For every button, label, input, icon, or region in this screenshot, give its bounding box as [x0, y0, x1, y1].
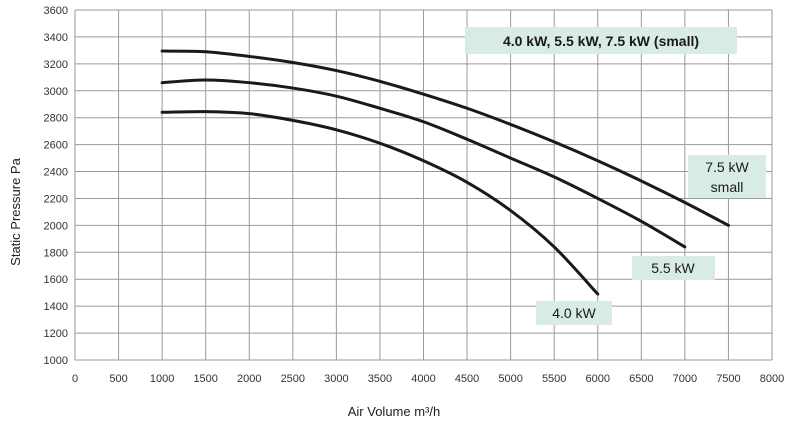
series-label-4-0-kw: 4.0 kW [536, 301, 612, 325]
callouts: 7.5 kW small 5.5 kW 4.0 kW 4.0 kW, 5.5 kW, 7… [465, 27, 766, 325]
y-tick-label: 3400 [44, 32, 68, 44]
series-label-7-5-kw-small: 7.5 kW small [688, 155, 766, 198]
x-axis-label: Air Volume m³/h [348, 404, 440, 419]
y-tick-label: 2200 [44, 193, 68, 205]
x-tick-label: 1000 [150, 373, 174, 385]
y-axis-label: Static Pressure Pa [8, 157, 23, 265]
x-tick-label: 3000 [324, 373, 348, 385]
x-tick-label: 7000 [673, 373, 697, 385]
x-tick-label: 4000 [411, 373, 435, 385]
x-tick-label: 6500 [629, 373, 653, 385]
x-tick-label: 2500 [281, 373, 305, 385]
series-label-text: small [711, 179, 744, 195]
series-label-box [536, 301, 612, 325]
y-tick-label: 1000 [44, 355, 68, 367]
y-tick-label: 2600 [44, 140, 68, 152]
x-tick-label: 5000 [498, 373, 522, 385]
x-tick-label: 0 [72, 373, 78, 385]
grid [74, 9, 773, 361]
y-tick-label: 2000 [44, 220, 68, 232]
x-tick-label: 8000 [760, 373, 784, 385]
series-label-text: 5.5 kW [651, 260, 695, 276]
series-lines [160, 49, 730, 296]
tick-labels: 0 500 1000 1500 2000 2500 3000 3500 4000 4500 5000… [44, 5, 785, 385]
x-tick-label: 7500 [716, 373, 740, 385]
y-tick-label: 1400 [44, 301, 68, 313]
x-tick-label: 2000 [237, 373, 261, 385]
y-tick-label: 2400 [44, 167, 68, 179]
chart-title: 4.0 kW, 5.5 kW, 7.5 kW (small) [465, 27, 737, 54]
y-tick-label: 3000 [44, 86, 68, 98]
x-tick-label: 4500 [455, 373, 479, 385]
x-tick-label: 5500 [542, 373, 566, 385]
x-tick-label: 3500 [368, 373, 392, 385]
x-tick-label: 500 [109, 373, 127, 385]
series-label-text: 4.0 kW [552, 305, 596, 321]
x-tick-label: 6000 [586, 373, 610, 385]
series-label-text: 7.5 kW [705, 159, 749, 175]
series-label-5-5-kw: 5.5 kW [632, 256, 715, 280]
series-line-7-5-kw-small [160, 49, 730, 227]
y-tick-label: 1800 [44, 247, 68, 259]
y-tick-label: 1200 [44, 328, 68, 340]
x-tick-label: 1500 [193, 373, 217, 385]
y-tick-label: 1600 [44, 274, 68, 286]
y-tick-label: 3200 [44, 59, 68, 71]
series-line-5-5-kw [160, 78, 687, 249]
y-tick-label: 3600 [44, 5, 68, 17]
series-label-box [632, 256, 715, 280]
chart-title-box [465, 27, 737, 54]
y-tick-label: 2800 [44, 113, 68, 125]
chart-title-text: 4.0 kW, 5.5 kW, 7.5 kW (small) [503, 33, 699, 49]
series-label-box [688, 155, 766, 198]
series-line-4-0-kw [160, 110, 600, 296]
